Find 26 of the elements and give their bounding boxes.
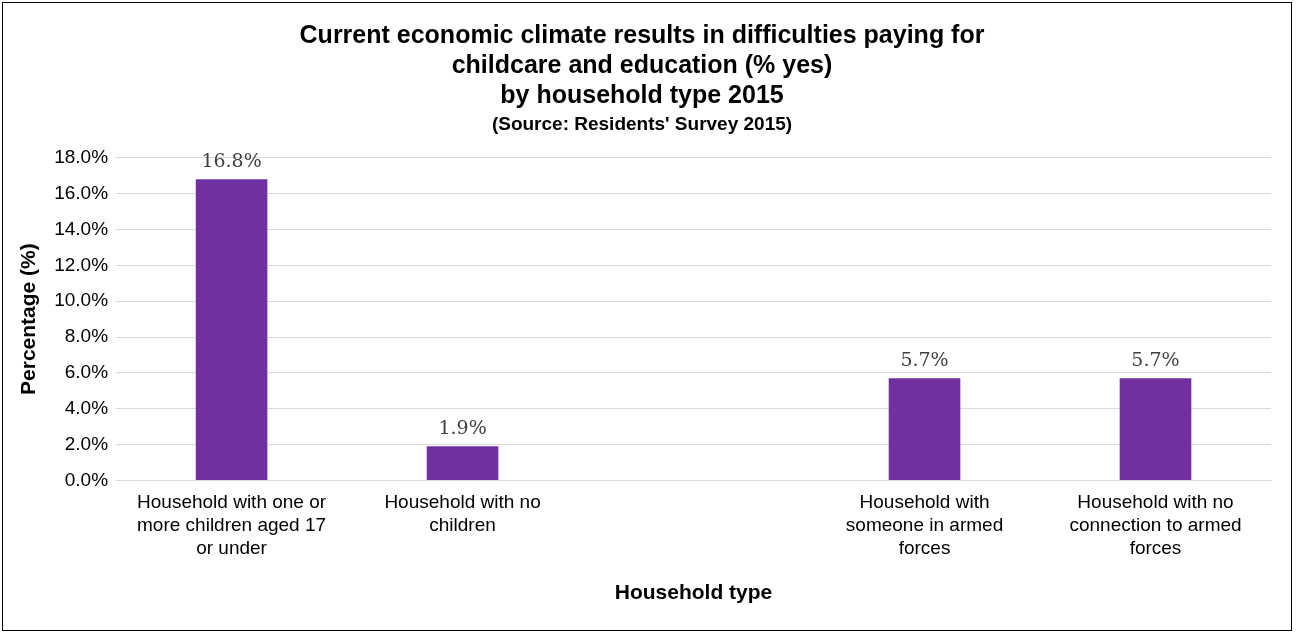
y-tick-label: 4.0% — [64, 396, 109, 418]
data-label: 1.9% — [438, 415, 487, 438]
y-tick-label: 8.0% — [64, 325, 109, 347]
y-axis-title: Percentage (%) — [16, 243, 40, 395]
bar — [426, 446, 499, 480]
x-tick-label: Household with no connection to armed forces — [1069, 491, 1242, 558]
y-tick-label: 16.0% — [54, 181, 109, 203]
y-tick-label: 14.0% — [54, 217, 109, 239]
y-tick-label: 10.0% — [54, 289, 109, 311]
x-tick-label: Household with no children — [384, 491, 541, 535]
chart-title: Current economic climate results in difficulties paying for childcare and education (% yes) by household type 2015 — [299, 19, 985, 108]
data-label: 16.8% — [201, 148, 262, 171]
x-tick-label: Household with someone in armed forces — [845, 491, 1004, 558]
data-label: 5.7% — [900, 347, 949, 370]
x-axis-title: Household type — [614, 580, 773, 604]
y-tick-label: 12.0% — [54, 253, 109, 275]
y-tick-label: 18.0% — [54, 146, 109, 168]
bar — [888, 378, 961, 480]
y-tick-label: 6.0% — [64, 361, 109, 383]
bar — [195, 179, 268, 480]
chart-subtitle: (Source: Residents' Survey 2015) — [491, 112, 793, 134]
y-tick-label: 0.0% — [64, 468, 109, 490]
x-tick-label: Household with one or more children aged 17 or under — [137, 491, 327, 558]
bar — [1119, 378, 1192, 480]
data-label: 5.7% — [1131, 347, 1180, 370]
y-tick-label: 2.0% — [64, 432, 109, 454]
